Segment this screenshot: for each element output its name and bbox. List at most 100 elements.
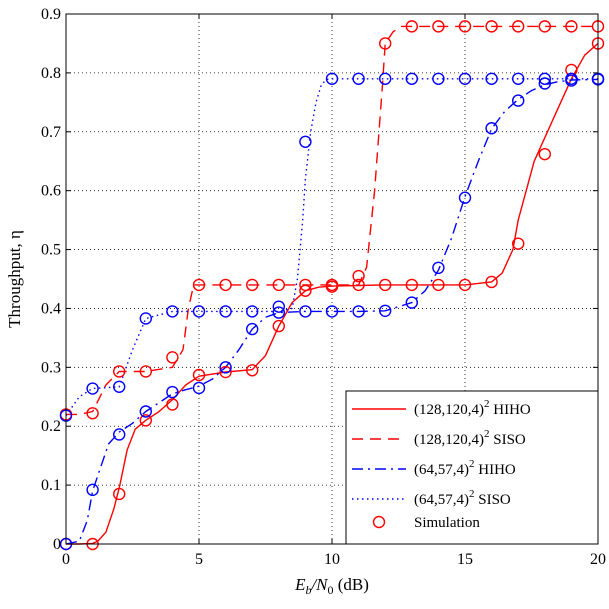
sim-marker-2 xyxy=(405,296,418,309)
sim-marker-0 xyxy=(219,365,232,379)
sim-marker-1 xyxy=(245,278,259,292)
sim-marker-0 xyxy=(112,487,126,501)
sim-marker-1 xyxy=(405,20,418,33)
y-tick-label: 0.8 xyxy=(41,65,61,82)
sim-marker-2 xyxy=(485,122,498,135)
sim-marker-1 xyxy=(432,20,445,33)
sim-marker-1 xyxy=(192,278,206,292)
series-lines xyxy=(65,25,599,545)
series-line-2 xyxy=(65,78,599,545)
sim-marker-3 xyxy=(458,72,472,85)
sim-marker-2 xyxy=(112,428,126,441)
sim-marker-1 xyxy=(139,365,153,378)
y-tick-label: 0.9 xyxy=(41,6,61,23)
sim-marker-0 xyxy=(538,147,551,161)
sim-marker-0 xyxy=(405,278,418,292)
sim-marker-0 xyxy=(245,364,259,377)
sim-marker-3 xyxy=(512,72,525,85)
sim-marker-3 xyxy=(432,72,445,85)
sim-marker-0 xyxy=(352,278,365,292)
series-line-1 xyxy=(66,25,598,416)
y-axis-label: Throughput, η xyxy=(5,230,24,328)
sim-marker-2 xyxy=(352,305,365,318)
x-tick-label: 5 xyxy=(195,551,203,568)
y-tick-label: 0.5 xyxy=(41,242,61,259)
sim-marker-3 xyxy=(352,72,365,85)
sim-marker-3 xyxy=(272,300,285,313)
sim-marker-1 xyxy=(219,278,232,292)
legend-label-simulation: Simulation xyxy=(414,515,480,531)
sim-marker-2 xyxy=(192,381,206,395)
sim-marker-3 xyxy=(86,382,99,395)
sim-marker-2 xyxy=(325,305,339,318)
sim-marker-2 xyxy=(166,385,179,399)
y-tick-label: 0.7 xyxy=(41,124,61,141)
sim-marker-3 xyxy=(538,72,551,85)
sim-marker-2 xyxy=(139,405,153,418)
y-tick-label: 0.2 xyxy=(41,418,61,435)
y-tick-label: 0.3 xyxy=(41,359,61,376)
sim-marker-2 xyxy=(538,77,551,90)
y-tick-label: 0.4 xyxy=(41,300,61,317)
sim-marker-2 xyxy=(245,322,259,336)
sim-marker-0 xyxy=(432,278,445,292)
sim-marker-1 xyxy=(538,20,551,33)
sim-marker-1 xyxy=(379,37,392,50)
sim-marker-1 xyxy=(112,365,126,378)
sim-marker-2 xyxy=(299,305,312,318)
legend-label-0: (128,120,4)2 HIHO xyxy=(414,398,531,418)
x-tick-label: 0 xyxy=(62,551,70,568)
sim-marker-1 xyxy=(352,269,365,283)
sim-marker-1 xyxy=(86,407,99,420)
sim-marker-0 xyxy=(192,368,206,382)
sim-marker-0 xyxy=(299,284,312,297)
sim-marker-2 xyxy=(458,191,472,204)
sim-marker-2 xyxy=(219,361,232,374)
x-axis-label: Eb/N0 (dB) xyxy=(294,575,369,597)
sim-marker-3 xyxy=(565,72,578,85)
sim-marker-1 xyxy=(565,20,578,33)
sim-marker-3 xyxy=(219,305,232,318)
sim-marker-1 xyxy=(325,278,339,292)
sim-marker-0 xyxy=(272,319,285,333)
sim-marker-1 xyxy=(299,278,312,292)
sim-marker-2 xyxy=(86,483,99,497)
sim-marker-0 xyxy=(379,278,392,292)
y-tick-label: 0.1 xyxy=(41,477,61,494)
sim-marker-1 xyxy=(458,20,472,33)
sim-marker-3 xyxy=(139,312,153,325)
series-line-3 xyxy=(65,78,598,417)
legend: (128,120,4)2 HIHO (128,120,4)2 SISO (64,57… xyxy=(345,390,599,545)
sim-marker-1 xyxy=(166,351,179,364)
sim-marker-0 xyxy=(139,414,153,427)
legend-marker-simulation xyxy=(372,515,386,529)
x-tick-label: 15 xyxy=(457,551,473,568)
y-tick-label: 0.6 xyxy=(41,183,61,200)
legend-label-3: (64,57,4)2 SISO xyxy=(414,488,511,508)
y-tick-label: 0 xyxy=(53,536,61,553)
legend-box xyxy=(345,390,599,545)
sim-marker-3 xyxy=(192,305,206,318)
x-tick-label: 20 xyxy=(590,551,606,568)
sim-marker-3 xyxy=(325,72,339,85)
legend-label-2: (64,57,4)2 HIHO xyxy=(414,458,516,478)
sim-marker-3 xyxy=(245,305,259,318)
sim-marker-0 xyxy=(166,398,179,411)
sim-marker-1 xyxy=(485,20,498,33)
series-line-0 xyxy=(66,42,599,545)
sim-marker-2 xyxy=(272,306,285,319)
sim-marker-2 xyxy=(512,94,525,107)
sim-marker-0 xyxy=(458,278,472,292)
sim-marker-0 xyxy=(512,237,525,250)
sim-marker-2 xyxy=(432,261,445,275)
sim-marker-1 xyxy=(512,20,525,33)
x-tick-label: 10 xyxy=(324,551,340,568)
sim-marker-3 xyxy=(485,72,498,85)
sim-marker-3 xyxy=(299,135,312,148)
tick-labels: 0 5 10 15 20 0 0.1 0.2 0.3 0.4 0.5 0.6 0.7 0.8 0.9 xyxy=(41,6,606,568)
sim-marker-0 xyxy=(485,275,498,289)
sim-marker-3 xyxy=(166,305,179,318)
sim-marker-2 xyxy=(379,304,392,317)
legend-label-1: (128,120,4)2 SISO xyxy=(414,428,526,448)
